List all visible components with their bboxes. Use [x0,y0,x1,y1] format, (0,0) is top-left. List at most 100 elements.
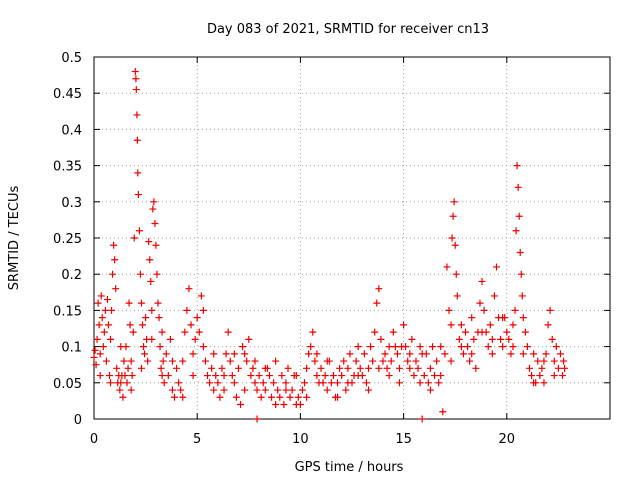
data-point [146,256,154,264]
data-point [369,357,377,365]
data-point [210,386,218,394]
data-point [121,372,129,380]
data-point [123,379,131,387]
data-point [97,292,105,300]
data-point [426,364,434,372]
data-point [265,372,273,380]
data-point [230,379,238,387]
data-point [124,364,132,372]
data-point [448,234,456,242]
data-point [323,386,331,394]
data-point [447,321,455,329]
x-tick-label: 20 [499,432,516,447]
data-point [416,379,424,387]
data-point [239,343,247,351]
data-point [280,401,288,409]
data-point [317,364,325,372]
data-point [526,364,534,372]
data-point [329,372,337,380]
data-point [371,328,379,336]
data-point [544,321,552,329]
data-point [301,379,309,387]
data-point [519,350,527,358]
data-point [450,198,458,206]
data-point [168,386,176,394]
data-point [365,364,373,372]
data-point [139,321,147,329]
y-tick-label: 0.4 [61,123,82,138]
data-point [488,350,496,358]
data-point [201,357,209,365]
data-point [437,372,445,380]
data-point [455,335,463,343]
data-point [232,393,240,401]
data-point [512,227,520,235]
data-point [528,372,536,380]
data-point [150,198,158,206]
data-point [509,321,517,329]
data-point [96,350,104,358]
data-point [518,292,526,300]
data-point [261,364,269,372]
data-point [160,379,168,387]
data-point [197,292,205,300]
data-point [259,379,267,387]
data-point [385,343,393,351]
data-point [334,379,342,387]
data-point [237,401,245,409]
data-point [292,372,300,380]
data-point [133,111,141,119]
data-point [519,314,527,322]
data-point [129,328,137,336]
data-point [375,364,383,372]
data-point [132,86,140,94]
data-point [530,379,538,387]
data-point [243,357,251,365]
data-point [272,401,280,409]
data-point [365,386,373,394]
data-point [321,372,329,380]
data-point [305,350,313,358]
data-point [550,357,558,365]
data-point [226,357,234,365]
data-point [116,386,124,394]
data-point [561,364,569,372]
data-point [367,343,375,351]
data-point [270,379,278,387]
data-point [464,343,472,351]
data-point [220,386,228,394]
data-point [391,343,399,351]
data-point [98,314,106,322]
data-point [410,372,418,380]
data-point [484,343,492,351]
data-point [234,364,242,372]
data-point [179,357,187,365]
y-tick-label: 0 [74,413,82,428]
data-point [492,263,500,271]
data-point [282,386,290,394]
data-point [156,343,164,351]
data-point [164,372,172,380]
data-point [296,401,304,409]
data-point [513,162,521,170]
data-point [99,343,107,351]
data-point [251,379,259,387]
data-point [406,364,414,372]
data-point [486,321,494,329]
y-axis-label: SRMTID / TECUs [7,186,22,291]
data-point [336,364,344,372]
x-tick-label: 10 [292,432,309,447]
data-point [468,314,476,322]
data-point [284,364,292,372]
data-point [307,343,315,351]
data-point [516,248,524,256]
y-tick-label: 0.25 [53,232,82,247]
data-point [552,343,560,351]
data-point [379,357,387,365]
data-point [389,328,397,336]
data-point [534,357,542,365]
data-point [344,379,352,387]
data-point [132,75,140,83]
data-point [517,270,525,278]
data-point [342,386,350,394]
